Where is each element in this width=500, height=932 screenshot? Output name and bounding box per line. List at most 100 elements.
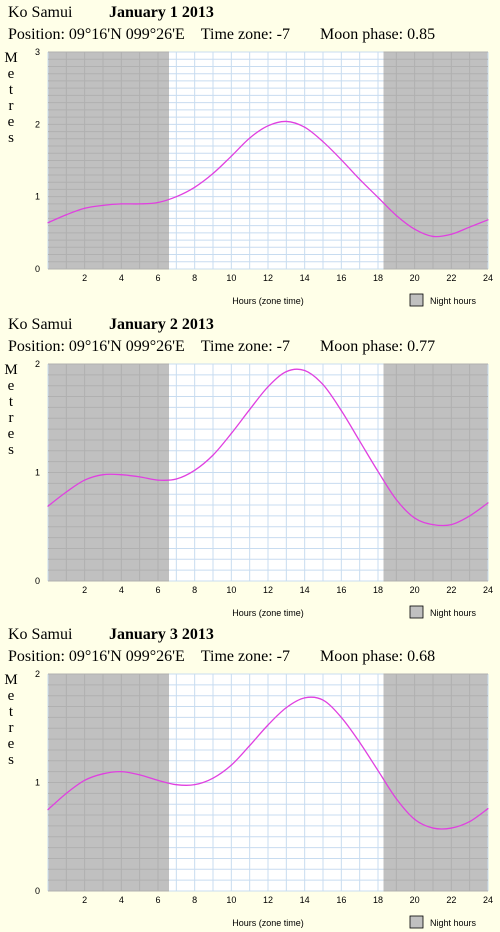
x-tick-label: 4: [119, 273, 124, 283]
tide-data-point: [340, 716, 342, 718]
tide-data-point: [359, 741, 361, 743]
x-tick-label: 24: [483, 585, 493, 595]
tide-data-point: [450, 827, 452, 829]
x-tick-label: 12: [263, 585, 273, 595]
tide-data-point: [230, 764, 232, 766]
y-tick-label: 2: [35, 119, 40, 129]
tide-data-point: [175, 196, 177, 198]
tide-data-point: [84, 207, 86, 209]
tide-data-point: [175, 784, 177, 786]
tide-data-point: [377, 470, 379, 473]
timezone-text: Time zone: -7: [200, 648, 290, 665]
tide-data-point: [304, 697, 306, 699]
location-name: Ko Samui: [8, 316, 73, 333]
chart-header-line2: Position: 09°16'N 099°26'E Time zone: -7 M…: [8, 26, 435, 44]
y-axis-title-letter: t: [9, 704, 14, 720]
tide-data-point: [322, 384, 324, 386]
tide-data-point: [377, 196, 379, 198]
x-tick-label: 18: [373, 895, 383, 905]
tide-data-point: [120, 771, 122, 773]
tide-chart-panel: Ko Samui January 3 2013 Position: 09°16'N…: [0, 622, 500, 932]
x-tick-label: 10: [226, 273, 236, 283]
y-axis-title-letter: s: [8, 442, 14, 458]
tide-data-point: [47, 222, 49, 224]
tide-data-point: [414, 517, 416, 519]
tide-data-point: [175, 478, 177, 480]
x-tick-label: 16: [336, 895, 346, 905]
chart-header-line2: Position: 09°16'N 099°26'E Time zone: -7 M…: [8, 338, 435, 356]
x-tick-label: 16: [336, 585, 346, 595]
tide-data-point: [322, 699, 324, 701]
tide-data-point: [469, 820, 471, 823]
tide-data-point: [469, 515, 471, 517]
x-tick-label: 22: [446, 585, 456, 595]
tide-data-point: [469, 226, 471, 228]
chart-header-line1: Ko Samui January 1 2013: [8, 4, 214, 22]
timezone-text: Time zone: -7: [200, 26, 290, 43]
x-tick-label: 12: [263, 273, 273, 283]
x-tick-label: 18: [373, 585, 383, 595]
tide-data-point: [450, 523, 452, 526]
tide-data-point: [249, 408, 251, 411]
night-hours-legend-swatch: [409, 605, 424, 619]
x-tick-label: 2: [82, 585, 87, 595]
tide-data-point: [65, 214, 67, 216]
tide-data-point: [102, 773, 104, 775]
x-tick-label: 12: [263, 895, 273, 905]
tide-data-point: [432, 235, 434, 238]
night-hours-legend-swatch: [409, 915, 424, 929]
x-tick-label: 20: [410, 585, 420, 595]
tide-data-point: [157, 479, 159, 481]
moon-phase-text: Moon phase: 0.77: [319, 338, 436, 355]
tide-data-point: [84, 779, 86, 781]
chart-header-line2: Position: 09°16'N 099°26'E Time zone: -7 M…: [8, 648, 435, 666]
x-tick-label: 8: [192, 585, 197, 595]
tide-data-point: [249, 137, 251, 139]
y-axis-title-letter: t: [9, 82, 14, 98]
chart-header-line1: Ko Samui January 2 2013: [8, 316, 214, 334]
tide-data-point: [139, 774, 141, 776]
chart-date: January 1 2013: [109, 4, 214, 21]
x-tick-label: 4: [119, 585, 124, 595]
y-axis-title-letter: e: [8, 378, 15, 394]
x-tick-label: 2: [82, 273, 87, 283]
tide-data-point: [432, 523, 434, 526]
x-tick-label: 8: [192, 895, 197, 905]
tide-data-point: [65, 491, 67, 493]
x-tick-label: 14: [300, 585, 310, 595]
tide-data-point: [395, 798, 397, 800]
tide-chart-panel: Ko Samui January 2 2013 Position: 09°16'N…: [0, 312, 500, 622]
x-tick-label: 24: [483, 895, 493, 905]
moon-phase-text: Moon phase: 0.85: [319, 26, 436, 43]
x-tick-label: 22: [446, 273, 456, 283]
tide-data-point: [487, 219, 489, 221]
tide-data-point: [285, 707, 287, 709]
position-text: Position: 09°16'N 099°26'E: [8, 338, 185, 355]
tide-data-point: [487, 502, 489, 504]
y-axis-title-letter: r: [9, 410, 14, 426]
y-axis-title-letter: s: [8, 130, 14, 146]
x-tick-label: 20: [410, 273, 420, 283]
y-axis-title-letter: e: [8, 66, 15, 82]
tide-data-point: [139, 476, 141, 478]
x-tick-label: 2: [82, 895, 87, 905]
x-tick-label: 6: [155, 895, 160, 905]
location-name: Ko Samui: [8, 4, 73, 21]
x-tick-label: 4: [119, 895, 124, 905]
y-tick-label: 0: [35, 886, 40, 896]
x-tick-label: 6: [155, 585, 160, 595]
y-tick-label: 2: [35, 359, 40, 369]
tide-data-point: [359, 178, 361, 180]
tide-data-point: [359, 440, 361, 442]
y-tick-label: 0: [35, 264, 40, 274]
tide-data-point: [414, 818, 416, 820]
chart-date: January 2 2013: [109, 316, 214, 333]
x-tick-label: 8: [192, 273, 197, 283]
x-tick-label: 24: [483, 273, 493, 283]
tide-data-point: [285, 370, 287, 373]
tide-data-point: [267, 125, 269, 127]
tide-data-point: [230, 155, 232, 157]
tide-data-point: [102, 204, 104, 206]
x-axis-title: Hours (zone time): [232, 608, 304, 618]
y-axis-title-letter: e: [8, 688, 15, 704]
